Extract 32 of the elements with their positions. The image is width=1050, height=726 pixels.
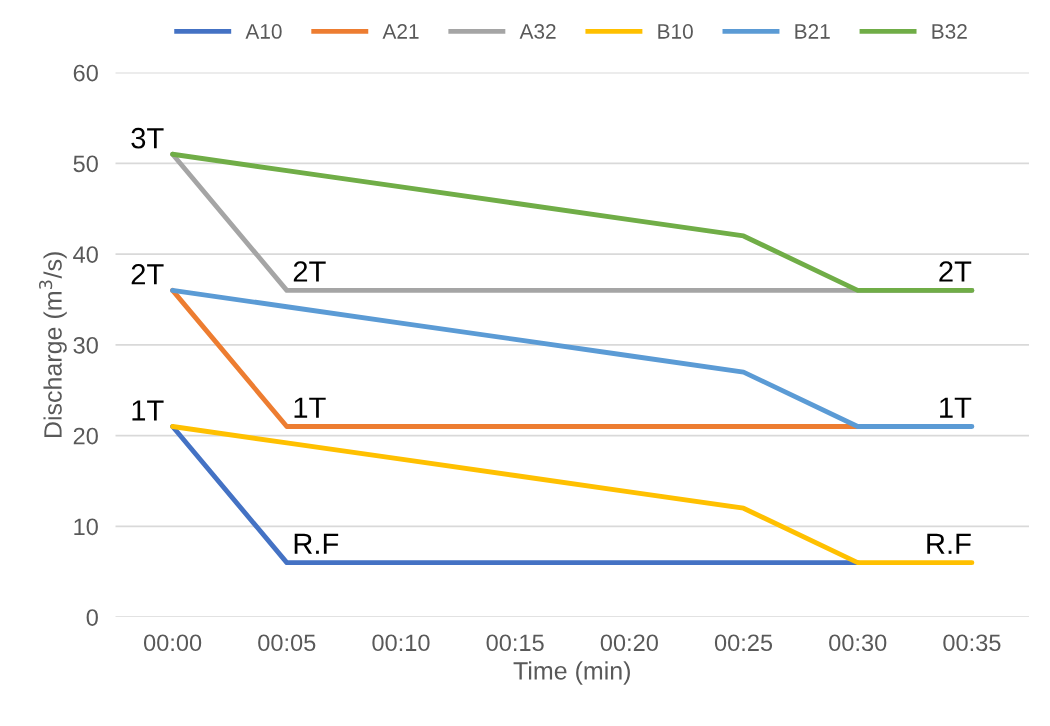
y-tick-label: 50 [73, 155, 98, 173]
legend-label: B10 [658, 24, 693, 39]
y-tick-label: 20 [73, 427, 98, 445]
x-tick-label: 00:20 [600, 634, 658, 652]
y-tick-label: 40 [73, 246, 98, 263]
legend-label: B21 [795, 24, 830, 39]
y-tick-label: 60 [73, 64, 98, 82]
annotation: R.F [294, 533, 339, 554]
x-axis-title: Time (min) [513, 661, 630, 685]
annotation: 2T [293, 261, 326, 282]
y-axis-title: Discharge (m$^{3}$/s) [39, 252, 67, 438]
annotation: 2T [131, 263, 164, 285]
x-tick-label: 00:30 [829, 634, 887, 652]
legend-label: A21 [382, 24, 419, 39]
annotation: R.F [927, 533, 971, 554]
x-tick-label: 00:10 [372, 634, 430, 652]
x-tick-label: 00:00 [143, 634, 202, 652]
annotation: 3T [131, 127, 164, 149]
annotation: 1T [940, 397, 972, 418]
x-tick-label: 00:25 [714, 634, 773, 652]
y-tick-label: 0 [86, 609, 98, 626]
legend-label: A32 [519, 24, 556, 39]
x-tick-label: 00:05 [258, 634, 316, 652]
y-tick-label: 10 [74, 518, 98, 536]
legend-label: A10 [245, 24, 282, 39]
legend-label: B32 [932, 24, 967, 39]
annotation: 1T [132, 400, 164, 421]
annotation: 1T [294, 397, 326, 418]
x-tick-label: 00:15 [486, 634, 544, 652]
y-tick-label: 30 [73, 336, 98, 354]
annotation: 2T [939, 261, 972, 282]
x-tick-label: 00:35 [943, 634, 1001, 652]
